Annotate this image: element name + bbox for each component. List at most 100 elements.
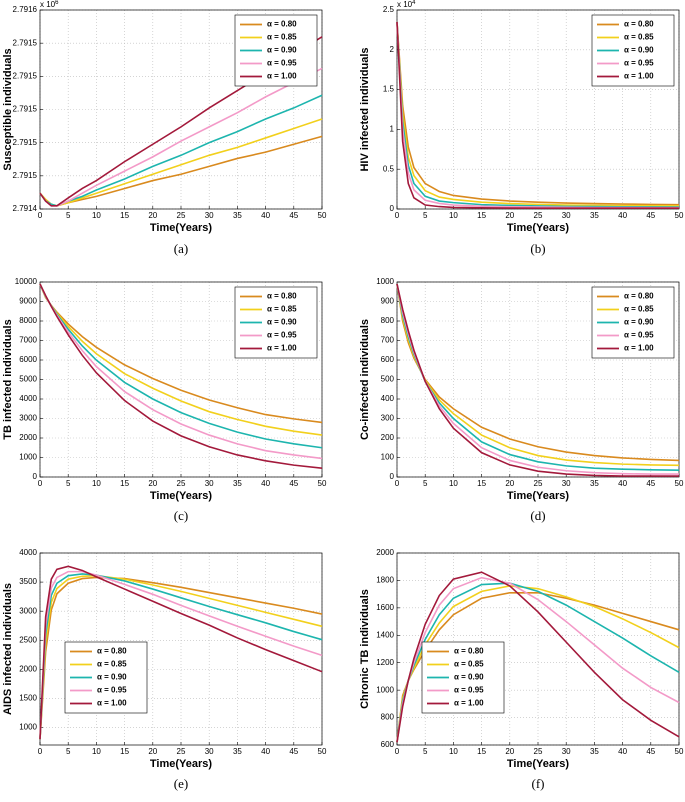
legend-label: α = 0.90 bbox=[97, 673, 127, 682]
x-tick-label: 50 bbox=[318, 479, 327, 488]
legend: α = 0.80 α = 0.85 α = 0.90 α = 0.95 α = 1.00 bbox=[421, 641, 505, 714]
x-tick-label: 10 bbox=[92, 479, 101, 488]
x-tick-label: 5 bbox=[66, 479, 71, 488]
series-line bbox=[39, 94, 323, 207]
x-tick-label: 45 bbox=[289, 479, 298, 488]
x-tick-label: 45 bbox=[646, 479, 655, 488]
x-tick-label: 30 bbox=[562, 479, 571, 488]
x-tick-label: 25 bbox=[534, 211, 543, 220]
series-line bbox=[39, 283, 323, 470]
legend-label: α = 0.90 bbox=[454, 673, 484, 682]
legend: α = 0.80 α = 0.85 α = 0.90 α = 0.95 α = 1.00 bbox=[234, 14, 318, 87]
y-tick-label: 3000 bbox=[19, 606, 37, 615]
x-tick-label: 10 bbox=[92, 211, 101, 220]
y-tick-label: 600 bbox=[381, 355, 395, 364]
series-line bbox=[396, 571, 680, 743]
x-tick-label: 50 bbox=[318, 211, 327, 220]
series-line bbox=[396, 21, 680, 206]
series-line bbox=[396, 283, 679, 477]
x-tick-label: 0 bbox=[38, 211, 43, 220]
legend: α = 0.80 α = 0.85 α = 0.90 α = 0.95 α = 1.00 bbox=[234, 286, 318, 359]
panel: 0 5 10 15 20 25 30 35 40 45 50 600 800 1000 1200 1400 16… bbox=[359, 548, 684, 791]
x-axis-label: Time(Years) bbox=[150, 490, 213, 502]
legend-box bbox=[421, 641, 505, 714]
y-tick-label: 1800 bbox=[376, 576, 394, 585]
legend: α = 0.80 α = 0.85 α = 0.90 α = 0.95 α = 1.00 bbox=[591, 14, 675, 87]
y-axis-label: Chronic TB individuals bbox=[359, 589, 371, 709]
legend-label: α = 0.95 bbox=[97, 686, 127, 695]
plot-frame bbox=[39, 281, 323, 478]
y-tick-label: 3500 bbox=[19, 577, 37, 586]
x-tick-label: 20 bbox=[505, 747, 514, 756]
y-tick-label: 1 bbox=[390, 125, 395, 134]
x-tick-label: 0 bbox=[395, 211, 400, 220]
y-multiplier-exponent: 4 bbox=[412, 0, 416, 6]
panel: 0 5 10 15 20 25 30 35 40 45 50 2.7914 2.7915 2.7915 2.… bbox=[2, 0, 327, 256]
series-line bbox=[396, 21, 680, 208]
y-tick-label: 2.7915 bbox=[13, 38, 38, 47]
x-tick-label: 20 bbox=[505, 479, 514, 488]
legend-label: α = 0.85 bbox=[267, 33, 297, 42]
legend-label: α = 0.90 bbox=[267, 318, 297, 327]
y-axis-label: AIDS infected individuals bbox=[2, 583, 14, 715]
series-line bbox=[39, 573, 323, 740]
x-tick-label: 35 bbox=[590, 479, 599, 488]
y-tick-label: 500 bbox=[381, 375, 395, 384]
x-tick-label: 50 bbox=[675, 747, 684, 756]
y-tick-label: 3000 bbox=[19, 414, 37, 423]
y-axis-label: HIV infected individuals bbox=[359, 47, 371, 171]
y-tick-label: 1.5 bbox=[383, 85, 395, 94]
x-tick-label: 40 bbox=[261, 211, 270, 220]
x-axis-label: Time(Years) bbox=[150, 222, 213, 234]
y-tick-label: 2 bbox=[390, 45, 395, 54]
legend-label: α = 0.80 bbox=[624, 20, 654, 29]
y-tick-label: 1000 bbox=[376, 277, 394, 286]
x-tick-label: 15 bbox=[477, 747, 486, 756]
x-tick-label: 10 bbox=[92, 747, 101, 756]
y-tick-label: 7000 bbox=[19, 336, 37, 345]
x-tick-label: 5 bbox=[423, 479, 428, 488]
panel: 0 5 10 15 20 25 30 35 40 45 5001002003004005006007… bbox=[359, 277, 684, 523]
legend-label: α = 0.80 bbox=[267, 20, 297, 29]
x-tick-label: 35 bbox=[590, 747, 599, 756]
y-tick-label: 4000 bbox=[19, 394, 37, 403]
y-tick-label: 900 bbox=[381, 297, 395, 306]
x-axis-label: Time(Years) bbox=[507, 758, 570, 770]
x-tick-label: 5 bbox=[66, 747, 71, 756]
legend-label: α = 0.85 bbox=[454, 660, 484, 669]
x-tick-label: 35 bbox=[233, 479, 242, 488]
y-axis-label: TB infected individuals bbox=[2, 319, 14, 439]
legend-label: α = 1.00 bbox=[97, 699, 127, 708]
y-tick-label: 600 bbox=[381, 740, 395, 749]
y-multiplier-base: x 10 bbox=[40, 0, 56, 9]
x-axis-label: Time(Years) bbox=[507, 222, 570, 234]
series-line bbox=[396, 283, 680, 462]
x-tick-label: 40 bbox=[261, 479, 270, 488]
x-tick-label: 45 bbox=[646, 211, 655, 220]
x-tick-label: 5 bbox=[423, 747, 428, 756]
series-line bbox=[39, 570, 323, 740]
panel: 0 5 10 15 20 25 30 35 40 45 50 0 0.5 1 1.5 2 2.5x 104 Tim… bbox=[359, 0, 684, 256]
legend-label: α = 1.00 bbox=[624, 72, 654, 81]
panel: 0 5 10 15 20 25 30 35 40 45 50 0 1000 2000 3000 4000 500… bbox=[2, 277, 327, 523]
x-tick-label: 20 bbox=[505, 211, 514, 220]
y-tick-label: 2000 bbox=[19, 664, 37, 673]
x-tick-label: 5 bbox=[66, 211, 71, 220]
y-multiplier: x 104 bbox=[397, 0, 416, 9]
plot-frame bbox=[39, 552, 323, 746]
legend-label: α = 0.80 bbox=[454, 647, 484, 656]
y-tick-label: 8000 bbox=[19, 316, 37, 325]
caption: (f) bbox=[532, 776, 545, 791]
x-tick-label: 15 bbox=[120, 479, 129, 488]
plot-frame bbox=[396, 552, 680, 746]
legend-label: α = 0.80 bbox=[267, 292, 297, 301]
legend-label: α = 0.95 bbox=[267, 331, 297, 340]
legend-label: α = 1.00 bbox=[267, 344, 297, 353]
x-tick-label: 10 bbox=[449, 747, 458, 756]
legend-label: α = 0.95 bbox=[454, 686, 484, 695]
legend-label: α = 0.95 bbox=[267, 59, 297, 68]
x-tick-label: 30 bbox=[205, 211, 214, 220]
x-tick-label: 0 bbox=[395, 747, 400, 756]
legend-label: α = 1.00 bbox=[624, 344, 654, 353]
x-tick-label: 35 bbox=[233, 747, 242, 756]
